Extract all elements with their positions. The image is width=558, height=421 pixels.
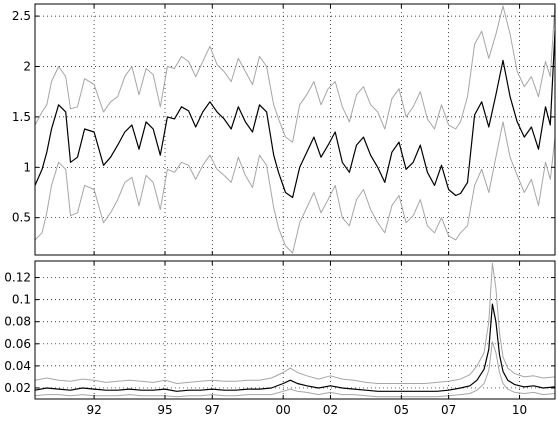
y-tick-label: 0.06	[4, 337, 31, 351]
plot-frame	[34, 260, 556, 400]
lower-band-line	[34, 121, 556, 254]
y-tick-label: 2	[23, 59, 31, 73]
estimate-line	[34, 303, 556, 392]
x-tick-label: 00	[276, 403, 291, 417]
y-tick-label: 0.08	[4, 315, 31, 329]
y-tick-label: 2.5	[12, 9, 31, 23]
top-panel: 0.5 1 1.5 2 2.5	[12, 3, 556, 256]
x-tick-label: 10	[512, 403, 527, 417]
x-tick-label: 05	[394, 403, 409, 417]
y-tick-label: 1.5	[12, 110, 31, 124]
y-tick-label: 0.04	[4, 359, 31, 373]
x-tick-label: 92	[86, 403, 101, 417]
y-tick-label: 0.12	[4, 271, 31, 285]
y-tick-label: 0.1	[12, 293, 31, 307]
x-tick-label: 97	[205, 403, 220, 417]
lower-band-line	[34, 341, 556, 398]
upper-band-line	[34, 262, 556, 384]
estimate-line	[34, 31, 556, 199]
x-tick-label: 95	[157, 403, 172, 417]
plot-frame	[34, 3, 556, 256]
bottom-panel: 92 95 97 00 02 05 07 10 0.02 0.04 0.06 0.08 0.1 0.12	[4, 260, 556, 417]
upper-band-line	[34, 3, 556, 143]
y-tick-label: 0.5	[12, 211, 31, 225]
y-tick-label: 0.02	[4, 381, 31, 395]
x-tick-label: 02	[323, 403, 338, 417]
x-tick-label: 07	[441, 403, 456, 417]
y-tick-label: 1	[23, 160, 31, 174]
